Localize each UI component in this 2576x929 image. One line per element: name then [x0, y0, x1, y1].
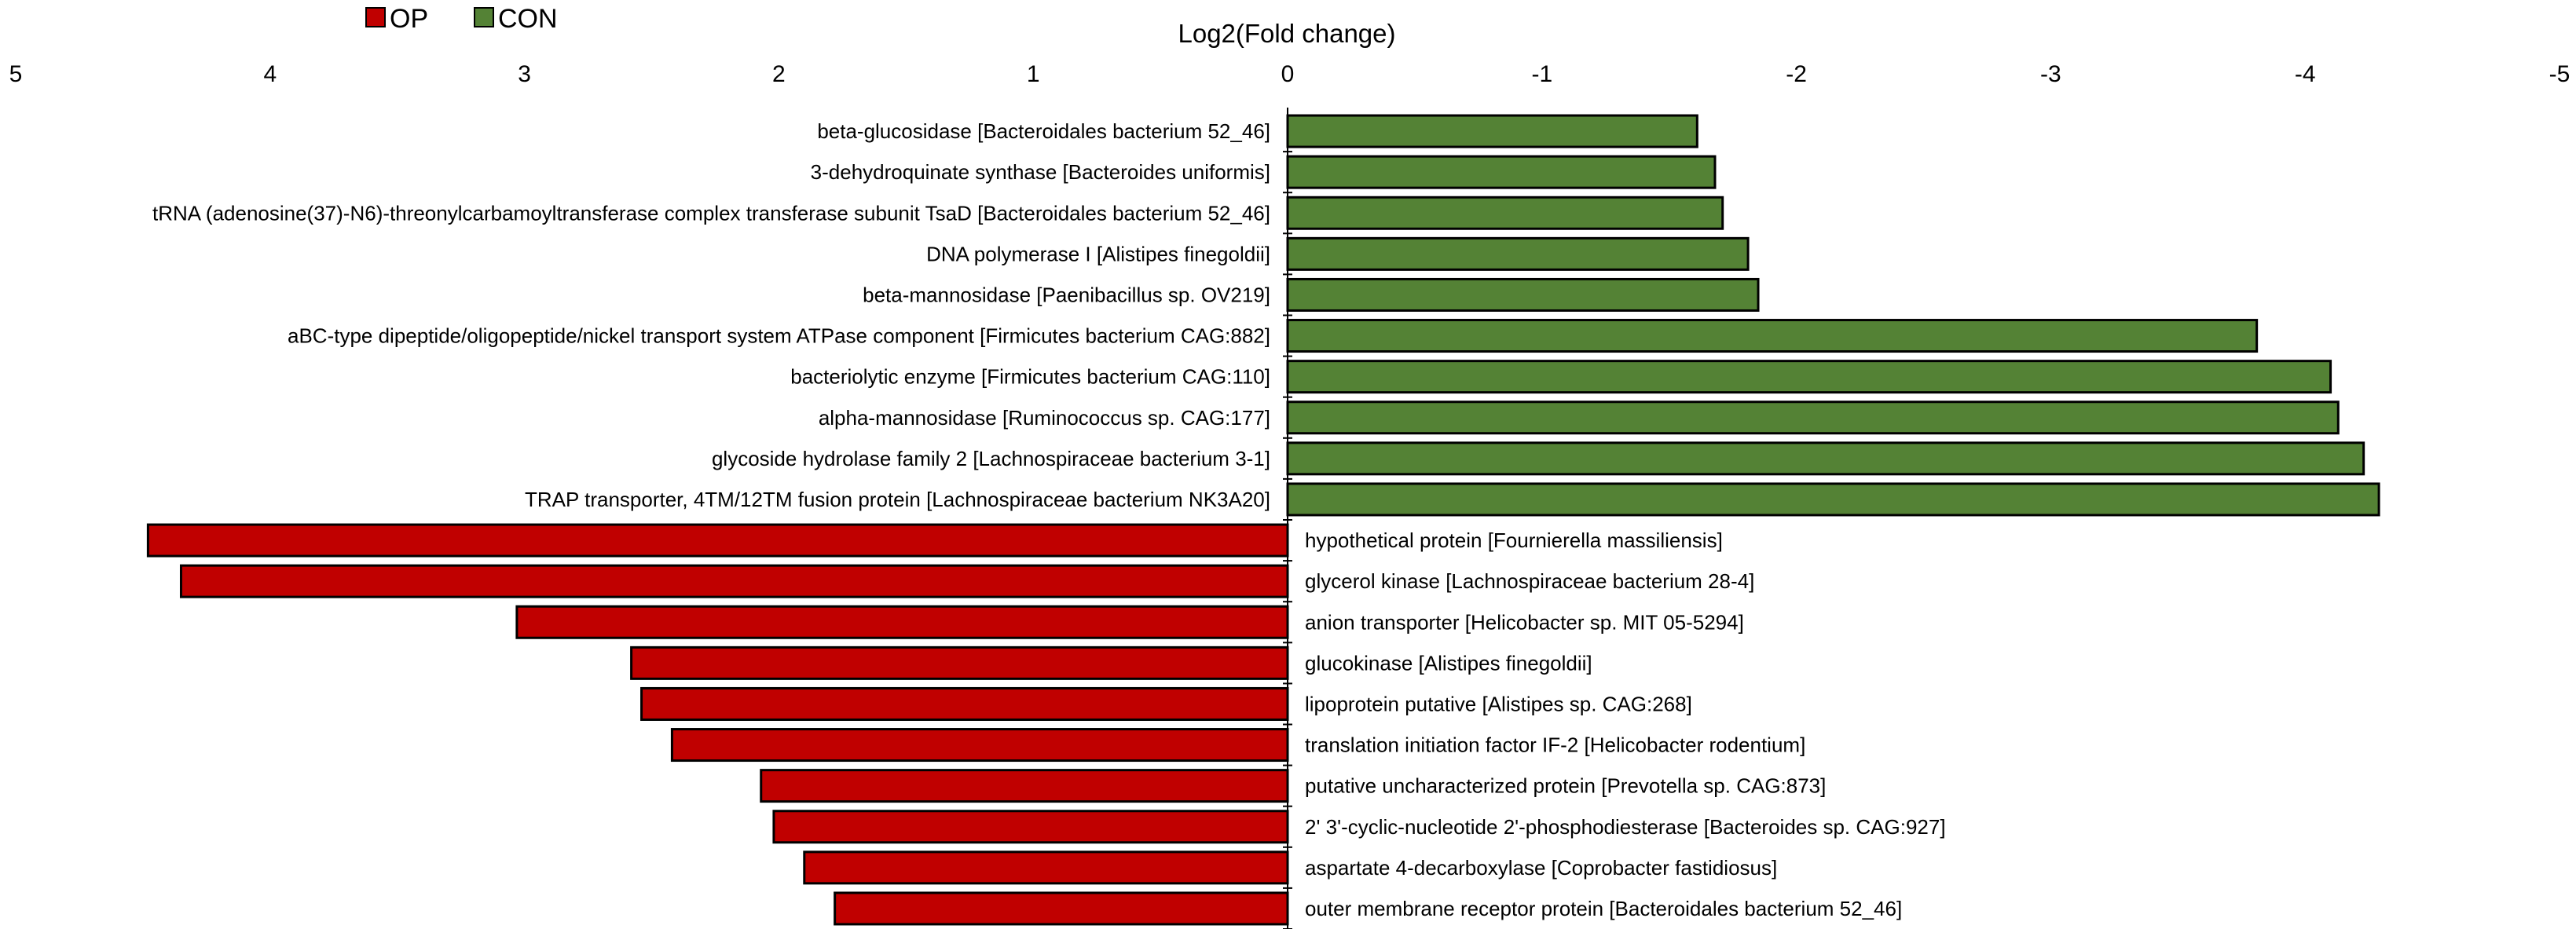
- category-label: alpha-mannosidase [Ruminococcus sp. CAG:…: [819, 406, 1270, 430]
- bar: [179, 564, 1289, 598]
- x-tick-label: 0: [1281, 61, 1295, 87]
- category-label: bacteriolytic enzyme [Firmicutes bacteri…: [790, 365, 1270, 389]
- category-label: translation initiation factor IF-2 [Heli…: [1305, 733, 1805, 757]
- x-tick-label: 3: [518, 61, 531, 87]
- legend: OP CON: [365, 4, 558, 34]
- category-label: 2' 3'-cyclic-nucleotide 2'-phosphodieste…: [1305, 815, 1946, 839]
- category-label: hypothetical protein [Fournierella massi…: [1305, 529, 1723, 552]
- category-label: outer membrane receptor protein [Bactero…: [1305, 897, 1902, 920]
- category-label: aspartate 4-decarboxylase [Coprobacter f…: [1305, 856, 1777, 880]
- bar: [1286, 155, 1717, 189]
- x-tick-label: 4: [263, 61, 277, 87]
- x-tick-label: -5: [2549, 61, 2571, 87]
- category-label: aBC-type dipeptide/oligopeptide/nickel t…: [288, 324, 1270, 348]
- category-label: tRNA (adenosine(37)-N6)-threonylcarbamoy…: [152, 201, 1270, 225]
- bar: [1286, 319, 2259, 353]
- x-tick-label: -2: [1786, 61, 1807, 87]
- category-label: glucokinase [Alistipes finegoldii]: [1305, 651, 1592, 675]
- bar: [760, 769, 1289, 803]
- x-tick-label: -1: [1531, 61, 1552, 87]
- legend-label-con: CON: [498, 4, 558, 34]
- x-axis-title: Log2(Fold change): [1178, 19, 1395, 48]
- x-axis-ticks: 5 4 3 2 1 0 -1 -2 -3 -4 -5: [9, 61, 2571, 87]
- bars: [146, 114, 2380, 929]
- bar: [1286, 114, 1698, 148]
- x-tick-label: -4: [2295, 61, 2316, 87]
- bar: [1286, 236, 1750, 271]
- bar: [670, 728, 1289, 763]
- bar: [834, 891, 1289, 926]
- bar: [1286, 360, 2332, 394]
- category-label: lipoprotein putative [Alistipes sp. CAG:…: [1305, 692, 1692, 715]
- category-label: putative uncharacterized protein [Prevot…: [1305, 774, 1826, 798]
- category-label: TRAP transporter, 4TM/12TM fusion protei…: [525, 488, 1270, 511]
- bar: [1286, 196, 1724, 230]
- x-tick-label: 2: [772, 61, 786, 87]
- category-label: 3-dehydroquinate synthase [Bacteroides u…: [811, 160, 1270, 184]
- bar: [515, 605, 1289, 639]
- category-label: beta-glucosidase [Bacteroidales bacteriu…: [817, 119, 1270, 143]
- category-label: anion transporter [Helicobacter sp. MIT …: [1305, 610, 1744, 634]
- category-label: DNA polymerase I [Alistipes finegoldii]: [926, 242, 1270, 265]
- bar: [1286, 441, 2365, 476]
- legend-label-op: OP: [390, 4, 428, 34]
- category-label: glycerol kinase [Lachnospiraceae bacteri…: [1305, 569, 1754, 593]
- bar: [803, 850, 1289, 885]
- category-label: beta-mannosidase [Paenibacillus sp. OV21…: [863, 283, 1270, 306]
- legend-swatch-con: [474, 7, 494, 27]
- bar: [1286, 482, 2380, 517]
- x-tick-label: 5: [9, 61, 23, 87]
- bar: [640, 686, 1289, 721]
- bar: [146, 523, 1289, 558]
- bar: [630, 646, 1289, 680]
- category-labels: beta-glucosidase [Bacteroidales bacteriu…: [152, 119, 1946, 920]
- x-tick-label: -3: [2040, 61, 2061, 87]
- category-label: glycoside hydrolase family 2 [Lachnospir…: [712, 447, 1270, 470]
- bar: [772, 810, 1289, 844]
- legend-swatch-op: [365, 7, 386, 27]
- bar: [1286, 400, 2340, 435]
- x-tick-label: 1: [1027, 61, 1040, 87]
- bar: [1286, 277, 1760, 312]
